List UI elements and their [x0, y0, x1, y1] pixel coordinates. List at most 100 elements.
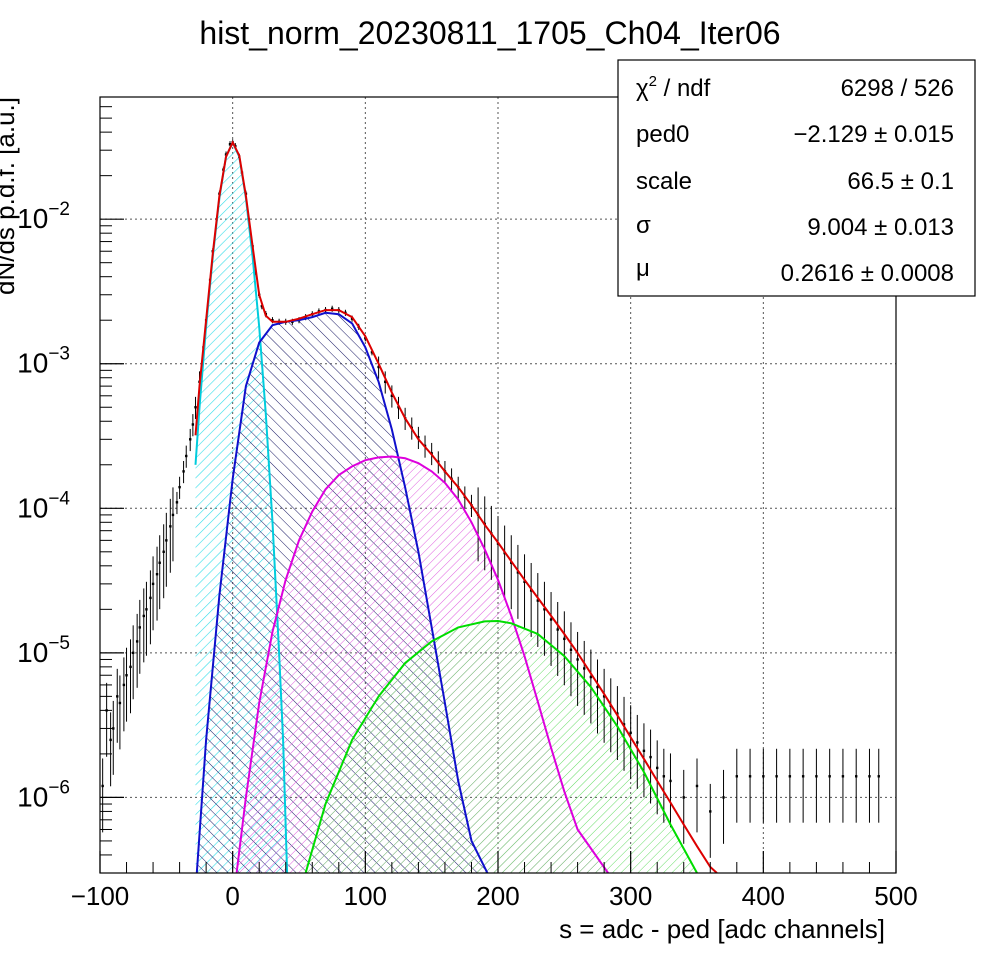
- stats-label: ped0: [636, 121, 689, 148]
- histogram-point: [563, 637, 566, 641]
- histogram-point: [815, 775, 818, 778]
- histogram-point: [801, 775, 805, 778]
- fit-component-3-line: [235, 455, 609, 873]
- histogram-point: [576, 658, 579, 661]
- histogram-point: [722, 796, 725, 799]
- histogram-point: [828, 775, 831, 778]
- histogram-point: [556, 628, 559, 631]
- histogram-point: [384, 380, 387, 383]
- stats-value: 9.004 ± 0.013: [807, 214, 954, 241]
- histogram-point: [543, 608, 546, 611]
- histogram-point: [145, 608, 148, 611]
- histogram-point: [171, 513, 175, 517]
- stats-row-scale: scale 66.5 ± 0.1: [636, 168, 954, 195]
- stats-value: 0.2616 ± 0.0008: [781, 260, 954, 287]
- histogram-point: [129, 665, 132, 669]
- histogram-point: [377, 365, 380, 369]
- histogram-point: [748, 775, 752, 778]
- histogram-point: [151, 582, 155, 586]
- histogram-point: [841, 775, 845, 778]
- histogram-point: [162, 550, 165, 554]
- fit-component-fills: [195, 142, 697, 873]
- histogram-point: [125, 674, 128, 677]
- histogram-point: [695, 784, 699, 788]
- histogram-point: [709, 810, 712, 813]
- axes: −100 0 100 200 300 400 500 10−6 10−5 10−4 10−3 10−2: [17, 96, 918, 911]
- histogram-point: [596, 685, 599, 689]
- fit-component-4-line: [304, 619, 698, 873]
- histogram-point: [109, 738, 112, 742]
- histogram-point: [656, 766, 659, 770]
- histogram-point: [735, 775, 738, 778]
- histogram-point: [112, 727, 115, 730]
- fit-component-4-fill: [305, 621, 697, 873]
- histogram-point: [189, 438, 192, 441]
- histogram-point: [175, 501, 179, 504]
- x-tick-label: 200: [476, 881, 519, 911]
- histogram-point: [138, 626, 141, 629]
- x-axis-label: s = adc - ped [adc channels]: [559, 914, 885, 944]
- x-tick-label: 400: [742, 881, 785, 911]
- chart-title: hist_norm_20230811_1705_Ch04_Iter06: [199, 15, 780, 51]
- histogram-point: [649, 755, 652, 759]
- histogram-point: [101, 784, 104, 788]
- histogram-point: [602, 695, 606, 698]
- histogram-point: [185, 454, 188, 458]
- y-tick-label: 10−2: [17, 199, 70, 234]
- histogram-point: [417, 436, 420, 439]
- stats-row-ped0: ped0 −2.129 ± 0.015: [636, 121, 954, 148]
- x-tick-label: 500: [874, 881, 917, 911]
- histogram-point: [131, 651, 135, 655]
- histogram-point: [228, 143, 232, 146]
- stats-label: scale: [636, 168, 692, 195]
- stats-value: −2.129 ± 0.015: [793, 121, 954, 148]
- histogram-point: [669, 779, 672, 783]
- stats-row-mu: μ 0.2616 ± 0.0008: [636, 255, 954, 287]
- histogram-point: [182, 470, 185, 473]
- histogram-point: [390, 394, 394, 397]
- fit-lines: [194, 139, 718, 873]
- total-fit-line: [194, 139, 718, 873]
- histogram-point: [589, 675, 593, 679]
- stats-box: χ2 / ndf 6298 / 526 ped0 −2.129 ± 0.015 …: [617, 59, 976, 297]
- histogram-point: [178, 485, 181, 489]
- histogram-point: [523, 580, 526, 584]
- histogram-point: [629, 731, 632, 734]
- histogram-point: [583, 667, 586, 670]
- x-tick-label: −100: [71, 881, 130, 911]
- stats-row-chi2: χ2 / ndf 6298 / 526: [636, 73, 954, 102]
- fit-component-2-line: [195, 311, 489, 873]
- histogram-point: [194, 406, 197, 409]
- histogram-point: [149, 596, 152, 600]
- stats-label: μ: [636, 255, 650, 282]
- y-axis-label: dN/ds p.d.f. [a.u.]: [0, 97, 20, 295]
- x-tick-label: 100: [344, 881, 387, 911]
- histogram-point: [788, 775, 792, 778]
- histogram-point: [636, 741, 639, 744]
- histogram-point: [682, 796, 685, 799]
- histogram-point: [877, 775, 880, 778]
- stats-label: χ2 / ndf: [636, 73, 711, 102]
- histogram-point: [868, 775, 871, 778]
- y-tick-label: 10−6: [17, 777, 70, 812]
- histogram-point: [158, 561, 161, 564]
- histogram-point: [762, 775, 765, 778]
- x-tick-label: 300: [609, 881, 652, 911]
- y-tick-label: 10−4: [17, 488, 70, 523]
- histogram-point: [549, 618, 553, 621]
- y-tick-label: 10−5: [17, 633, 70, 668]
- histogram-point: [142, 614, 145, 618]
- stats-row-sigma: σ 9.004 ± 0.013: [636, 212, 954, 241]
- y-tick-label: 10−3: [17, 344, 70, 379]
- stats-value: 6298 / 526: [841, 75, 954, 102]
- stats-label: σ: [636, 212, 651, 239]
- histogram-point: [169, 525, 172, 528]
- histogram-point: [271, 319, 274, 322]
- histogram-point: [165, 539, 168, 542]
- histogram-point: [855, 775, 858, 778]
- stats-value: 66.5 ± 0.1: [847, 168, 954, 195]
- histogram-point: [516, 571, 520, 574]
- histogram-point: [135, 640, 139, 643]
- x-tick-label: 0: [225, 881, 239, 911]
- histogram-point: [536, 599, 539, 602]
